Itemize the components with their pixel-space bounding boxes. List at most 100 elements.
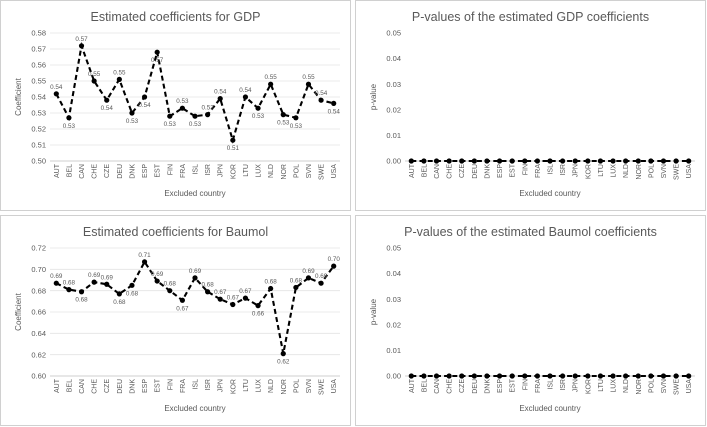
data-point <box>154 49 160 55</box>
x-tick-label: ESP <box>142 379 149 393</box>
x-tick-label: SWE <box>319 164 326 180</box>
x-tick-label: DNK <box>484 379 491 394</box>
chart-title: P-values of the estimated GDP coefficien… <box>412 10 649 24</box>
data-point <box>280 112 286 118</box>
data-label: 0.69 <box>302 268 315 275</box>
x-tick-label: ISL <box>548 379 555 390</box>
data-point <box>547 158 553 164</box>
x-tick-label: JPN <box>573 379 580 392</box>
x-tick-label: CAN <box>434 379 441 394</box>
x-tick-label: CAN <box>79 379 86 394</box>
y-tick-label: 0.55 <box>31 77 46 86</box>
y-tick-label: 0.00 <box>386 157 401 166</box>
data-label: 0.54 <box>214 89 227 96</box>
y-tick-label: 0.62 <box>31 350 46 359</box>
chart-title: Estimated coefficients for GDP <box>91 10 261 24</box>
data-point <box>686 373 692 379</box>
data-point <box>78 289 85 295</box>
x-tick-label: ISR <box>560 379 567 391</box>
x-tick-label: CZE <box>459 379 466 393</box>
x-tick-label: ESP <box>497 379 504 393</box>
data-label: 0.68 <box>201 282 214 289</box>
x-tick-label: ISL <box>193 164 200 175</box>
x-tick-label: CHE <box>447 379 454 394</box>
data-point <box>167 288 173 294</box>
data-label: 0.66 <box>252 311 265 318</box>
baumol-pvalues-chart: P-values of the estimated Baumol coeffic… <box>355 215 706 426</box>
x-tick-label: CZE <box>104 164 111 178</box>
x-tick-label: NLD <box>623 164 630 178</box>
x-tick-label: POL <box>648 379 655 393</box>
x-tick-label: CZE <box>459 164 466 178</box>
y-tick-label: 0.64 <box>31 329 46 338</box>
data-label: 0.69 <box>151 271 164 278</box>
data-point <box>53 280 59 286</box>
data-label: 0.54 <box>315 90 328 97</box>
baumol-pvalues-svg: P-values of the estimated Baumol coeffic… <box>355 215 706 426</box>
data-point <box>421 373 427 379</box>
x-tick-label: NOR <box>636 379 643 395</box>
data-label: 0.57 <box>75 36 88 43</box>
data-point <box>305 275 312 281</box>
data-label: 0.69 <box>189 268 202 275</box>
data-point <box>509 158 515 164</box>
x-tick-label: BEL <box>421 379 428 392</box>
y-tick-label: 0.56 <box>31 61 46 70</box>
data-label: 0.54 <box>138 102 151 109</box>
data-label: 0.53 <box>201 105 214 112</box>
x-tick-label: CHE <box>92 379 99 394</box>
data-label: 0.68 <box>290 277 303 284</box>
gdp-pvalues-chart: P-values of the estimated GDP coefficien… <box>355 0 706 211</box>
x-axis-title: Excluded country <box>164 189 225 198</box>
data-point <box>496 158 503 164</box>
data-point <box>104 97 110 103</box>
data-label: 0.68 <box>164 281 177 288</box>
x-tick-label: LUX <box>256 164 263 178</box>
x-tick-label: FRA <box>535 164 542 178</box>
chart-title: Estimated coefficients for Baumol <box>83 225 268 239</box>
x-tick-label: NOR <box>636 164 643 180</box>
y-tick-label: 0.60 <box>31 372 46 381</box>
x-tick-label: FRA <box>535 379 542 393</box>
data-point <box>205 289 211 295</box>
y-tick-label: 0.03 <box>386 295 401 304</box>
x-tick-label: JPN <box>573 164 580 177</box>
data-point <box>623 373 629 379</box>
data-point <box>242 295 249 301</box>
data-point <box>66 287 72 293</box>
x-tick-label: JPN <box>218 164 225 177</box>
y-tick-label: 0.01 <box>386 346 401 355</box>
data-point <box>635 373 641 379</box>
y-tick-label: 0.72 <box>31 244 46 253</box>
data-point <box>318 280 324 286</box>
data-label: 0.62 <box>277 359 290 366</box>
x-tick-label: SWE <box>674 379 681 395</box>
data-point <box>116 76 122 82</box>
y-tick-label: 0.50 <box>31 157 46 166</box>
data-label: 0.55 <box>113 69 126 76</box>
x-tick-label: NLD <box>268 164 275 178</box>
data-point <box>660 373 667 379</box>
data-point <box>255 105 261 111</box>
data-label: 0.53 <box>164 121 177 128</box>
x-tick-label: DEU <box>117 164 124 179</box>
y-tick-label: 0.01 <box>386 131 401 140</box>
x-tick-label: ISR <box>205 164 212 176</box>
x-tick-label: BEL <box>421 164 428 177</box>
x-tick-label: EST <box>510 163 517 177</box>
x-tick-label: BEL <box>66 379 73 392</box>
data-label: 0.55 <box>265 74 278 81</box>
x-tick-label: LUX <box>611 164 618 178</box>
x-tick-label: CAN <box>434 164 441 179</box>
data-label: 0.55 <box>302 74 315 81</box>
x-tick-label: USA <box>686 379 693 394</box>
y-axis-title: Coefficient <box>14 292 23 330</box>
data-point <box>610 373 616 379</box>
data-point <box>585 158 591 164</box>
x-tick-label: FRA <box>180 379 187 393</box>
data-point <box>129 110 135 116</box>
data-point <box>459 373 465 379</box>
x-tick-label: DNK <box>129 164 136 179</box>
x-tick-label: AUT <box>54 163 61 178</box>
data-point <box>91 78 97 84</box>
